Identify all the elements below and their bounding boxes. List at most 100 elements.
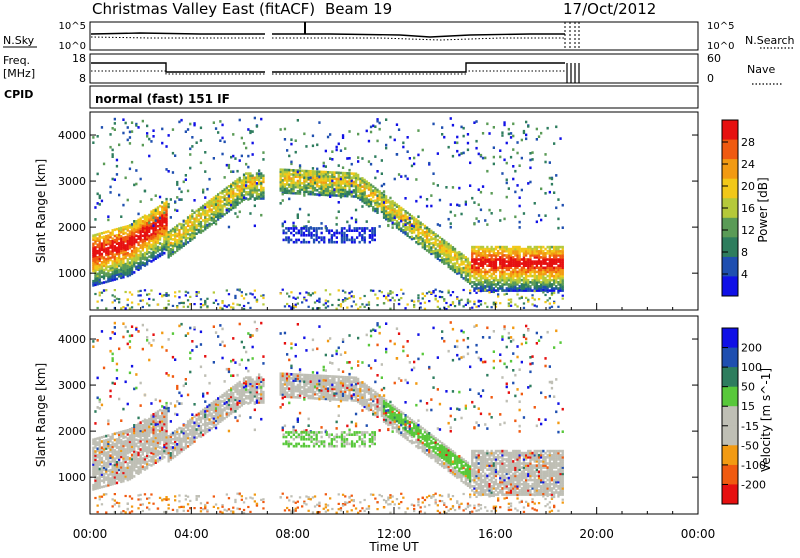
power-cell (251, 195, 254, 198)
velocity-cell (94, 410, 97, 413)
velocity-cell (152, 428, 155, 431)
power-cell (466, 300, 470, 303)
power-cell (527, 125, 530, 128)
power-cell (176, 180, 179, 184)
power-cell (126, 303, 129, 306)
power-cell (249, 191, 252, 194)
power-cell (288, 191, 291, 195)
power-cell (436, 249, 439, 252)
power-cell (148, 234, 151, 238)
power-cell (191, 145, 194, 148)
power-cell (346, 194, 349, 198)
power-cell (505, 281, 508, 284)
power-cell (507, 278, 510, 282)
power-cell (348, 229, 351, 232)
power-cell (376, 198, 379, 202)
power-cell (477, 266, 480, 270)
power-cell (111, 241, 114, 245)
power-cell (180, 244, 183, 247)
power-cell (481, 283, 485, 286)
power-cell (322, 181, 325, 184)
power-cell (281, 180, 284, 184)
power-cell (447, 255, 450, 258)
power-cell (109, 191, 112, 194)
power-cell (529, 289, 532, 292)
power-cell (126, 264, 129, 267)
power-cell (544, 301, 547, 304)
power-cell (311, 134, 315, 138)
velocity-cell (111, 357, 114, 360)
velocity-cell (105, 441, 108, 444)
power-cell (290, 142, 293, 146)
power-cell (438, 295, 442, 299)
power-cell (128, 273, 132, 277)
power-cell (469, 289, 472, 292)
velocity-cell (113, 465, 116, 469)
velocity-cell (128, 438, 132, 442)
power-cell (178, 231, 181, 234)
power-cell (535, 260, 538, 263)
power-cell (501, 285, 504, 288)
power-cell (307, 220, 310, 223)
velocity-cell (148, 424, 151, 427)
power-cell (557, 258, 560, 261)
power-cell (217, 195, 220, 198)
power-cell (309, 170, 312, 173)
power-cell (163, 306, 166, 310)
velocity-cell (133, 424, 136, 427)
velocity-cell (154, 461, 157, 464)
power-cell (313, 193, 317, 196)
power-cell (402, 292, 405, 295)
power-cell (139, 246, 142, 249)
power-cell (387, 292, 390, 295)
power-cell (249, 212, 252, 215)
power-cell (120, 230, 123, 234)
power-cell (124, 267, 127, 270)
power-cell (182, 227, 185, 231)
velocity-cell (130, 510, 134, 513)
power-cell (294, 139, 297, 142)
power-cell (98, 274, 101, 277)
power-cell (303, 225, 306, 229)
power-cell (214, 219, 218, 223)
velocity-cell (124, 435, 127, 439)
power-cell (130, 251, 134, 255)
power-cell (337, 289, 340, 292)
power-cell (262, 191, 265, 194)
power-cell (550, 272, 554, 276)
power-cell (242, 142, 246, 145)
velocity-cell (122, 432, 125, 435)
power-cell (557, 260, 560, 263)
power-cell (503, 121, 506, 124)
power-cell (337, 194, 340, 197)
velocity-cell (165, 496, 168, 499)
power-cell (475, 270, 478, 274)
velocity-cell (100, 475, 104, 478)
velocity-cell (120, 441, 123, 444)
power-cell (130, 268, 134, 271)
velocity-cell (118, 347, 121, 351)
power-cell (522, 270, 526, 274)
power-cell (283, 170, 287, 174)
velocity-cell (167, 437, 170, 440)
power-cell (156, 253, 160, 257)
power-cell (522, 283, 526, 286)
power-cell (479, 272, 483, 276)
power-cell (490, 254, 493, 257)
power-cell (156, 235, 160, 238)
power-cell (512, 245, 515, 249)
power-cell (484, 270, 487, 274)
power-cell (120, 307, 123, 310)
power-cell (113, 249, 116, 252)
power-cell (161, 201, 164, 204)
power-cell (462, 270, 465, 274)
power-cell (555, 274, 558, 278)
power-cell (512, 285, 515, 288)
power-cell (115, 263, 119, 266)
power-cell (92, 136, 95, 139)
power-cell (494, 276, 498, 280)
power-cell (481, 281, 485, 284)
power-cell (107, 275, 110, 279)
power-cell (128, 136, 132, 139)
power-cell (286, 170, 289, 174)
